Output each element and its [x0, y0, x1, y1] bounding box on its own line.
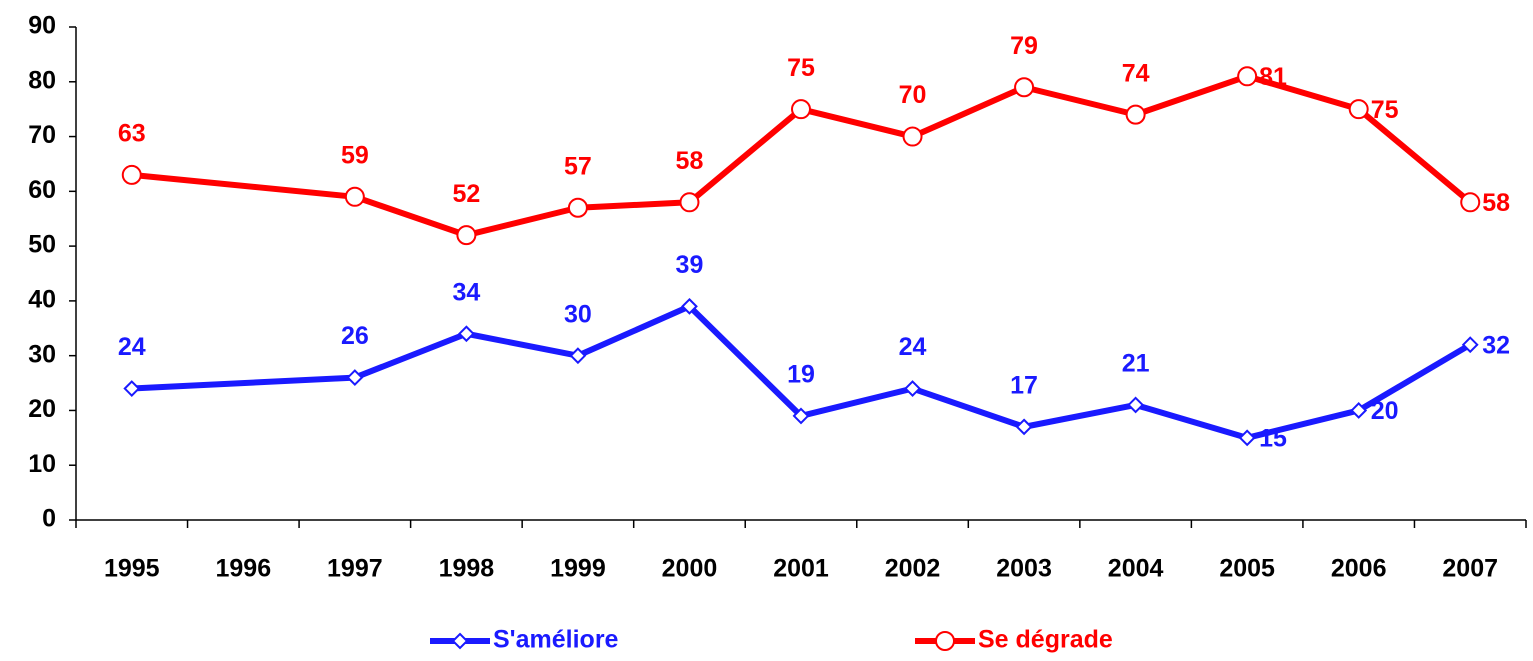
point	[121, 164, 142, 185]
legend-label: Se dégrade	[978, 626, 1113, 654]
x-tick-label: 2006	[1331, 555, 1387, 583]
x-tick-label: 1997	[327, 555, 383, 583]
x-tick-label: 2005	[1219, 555, 1275, 583]
legend-marker	[451, 632, 469, 650]
data-label: 57	[564, 152, 592, 180]
point	[904, 380, 921, 397]
y-tick-label: 90	[28, 12, 56, 40]
data-label: 79	[1010, 32, 1038, 60]
point	[1125, 104, 1146, 125]
point	[569, 347, 587, 365]
data-label: 20	[1371, 397, 1399, 425]
x-tick-label: 2001	[773, 555, 829, 583]
data-label: 75	[787, 54, 815, 82]
data-label: 52	[452, 180, 480, 208]
data-label: 34	[452, 278, 480, 306]
x-tick-label: 1996	[215, 555, 271, 583]
point	[1460, 192, 1481, 213]
legend-marker	[935, 631, 955, 651]
x-tick-label: 1995	[104, 555, 160, 583]
data-label: 21	[1122, 350, 1150, 378]
x-tick-label: 2007	[1442, 555, 1498, 583]
y-tick-label: 40	[28, 285, 56, 313]
data-label: 75	[1371, 96, 1399, 124]
point	[1015, 418, 1033, 436]
x-tick-label: 2002	[885, 555, 941, 583]
y-tick-label: 60	[28, 176, 56, 204]
data-label: 17	[1010, 371, 1038, 399]
point	[792, 407, 810, 425]
data-label: 39	[676, 251, 704, 279]
point	[123, 380, 141, 397]
data-label: 58	[676, 147, 704, 175]
y-tick-label: 80	[28, 66, 56, 94]
x-tick-label: 1998	[439, 555, 495, 583]
point	[456, 225, 477, 246]
data-label: 26	[341, 322, 369, 350]
x-tick-label: 1999	[550, 555, 606, 583]
y-tick-label: 50	[28, 231, 56, 259]
point	[681, 297, 698, 315]
data-label: 19	[787, 361, 815, 389]
x-tick-label: 2004	[1108, 555, 1164, 583]
point	[1348, 99, 1369, 120]
series-line	[131, 303, 1472, 441]
data-label: 74	[1122, 59, 1150, 87]
point	[791, 99, 811, 120]
x-tick-label: 2003	[996, 555, 1052, 583]
point	[1461, 336, 1479, 354]
y-tick-label: 70	[28, 121, 56, 149]
y-tick-label: 10	[28, 450, 56, 478]
point	[567, 197, 588, 218]
point	[679, 192, 700, 213]
legend-label: S'améliore	[493, 626, 619, 654]
point	[1237, 66, 1258, 87]
data-label: 24	[899, 333, 927, 361]
y-tick-label: 0	[42, 505, 56, 533]
point	[1238, 429, 1256, 447]
point	[457, 325, 475, 343]
point	[344, 186, 365, 207]
point	[346, 369, 364, 386]
data-label: 24	[118, 333, 146, 361]
y-tick-label: 30	[28, 340, 56, 368]
data-label: 81	[1259, 63, 1287, 91]
data-label: 63	[118, 120, 146, 148]
data-label: 30	[564, 300, 592, 328]
point	[902, 126, 923, 147]
data-label: 32	[1482, 331, 1510, 359]
y-tick-label: 20	[28, 395, 56, 423]
point	[1014, 77, 1035, 98]
data-label: 70	[899, 81, 927, 109]
series-line	[131, 73, 1473, 239]
point	[1350, 402, 1368, 419]
data-label: 15	[1259, 424, 1287, 452]
data-label: 58	[1482, 189, 1510, 217]
x-tick-label: 2000	[662, 555, 718, 583]
data-label: 59	[341, 141, 369, 169]
point	[1127, 396, 1145, 414]
